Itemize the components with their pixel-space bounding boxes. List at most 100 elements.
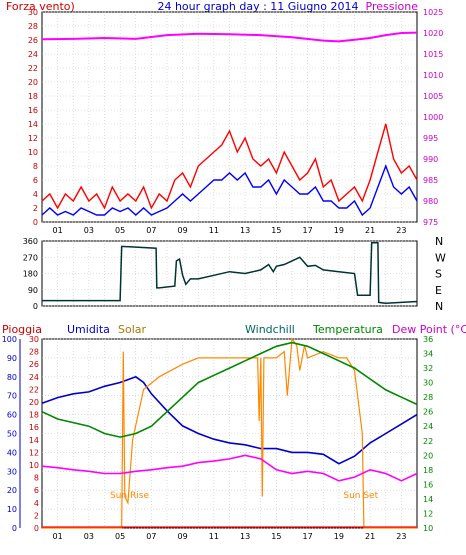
wind-tick-label: 30 bbox=[28, 8, 38, 17]
humidity-tick-label: 10 bbox=[7, 505, 17, 514]
temperature-tick-label: 14 bbox=[423, 495, 433, 504]
x-tick-label: 01 bbox=[53, 226, 63, 235]
rain-tick-label: 24 bbox=[29, 373, 39, 382]
humidity-tick-label: 50 bbox=[7, 430, 17, 439]
direction-tick-label: 0 bbox=[33, 302, 38, 311]
pressure-tick-label: 995 bbox=[423, 134, 438, 143]
wind-tick-label: 20 bbox=[28, 78, 38, 87]
temperature-tick-label: 34 bbox=[423, 350, 433, 359]
rain-label: Pioggia bbox=[2, 323, 42, 336]
x-tick-label: 11 bbox=[209, 226, 219, 235]
temperature-tick-label: 16 bbox=[423, 480, 433, 489]
grid bbox=[42, 11, 417, 529]
temperature-tick-label: 28 bbox=[423, 393, 433, 402]
x-tick-label: 17 bbox=[303, 226, 313, 235]
x-tick-label: 03 bbox=[84, 226, 94, 235]
temperature-tick-label: 32 bbox=[423, 364, 433, 373]
wind-tick-label: 26 bbox=[28, 36, 38, 45]
pressure-tick-label: 990 bbox=[423, 155, 438, 164]
x-tick-label: 21 bbox=[365, 532, 375, 541]
x-tick-label: 15 bbox=[271, 226, 281, 235]
x-tick-label: 01 bbox=[53, 532, 63, 541]
direction-tick-label: 270 bbox=[23, 253, 38, 262]
annotations: Sun Rise Sun Set bbox=[110, 491, 379, 501]
pressure-tick-label: 1005 bbox=[423, 92, 443, 101]
rain-tick-label: 0 bbox=[34, 524, 39, 533]
temperature-tick-label: 20 bbox=[423, 451, 433, 460]
dewpoint-label: Dew Point (°C) bbox=[392, 323, 466, 336]
direction-tick-label: 180 bbox=[23, 270, 38, 279]
wind-tick-label: 18 bbox=[28, 92, 38, 101]
sunrise-annotation: Sun Rise bbox=[110, 491, 149, 501]
compass-label: E bbox=[435, 284, 442, 297]
rain-tick-label: 26 bbox=[29, 360, 39, 369]
wind-tick-label: 16 bbox=[28, 106, 38, 115]
temperature-tick-label: 24 bbox=[423, 422, 433, 431]
series-line-temperature bbox=[41, 341, 418, 438]
series-line-humidity bbox=[41, 375, 418, 465]
wind-tick-label: 4 bbox=[33, 190, 38, 199]
pressure-tick-label: 1000 bbox=[423, 113, 443, 122]
x-tick-label: 09 bbox=[178, 226, 188, 235]
pressure-tick-label: 975 bbox=[423, 218, 438, 227]
x-tick-label: 11 bbox=[209, 532, 219, 541]
pressure-tick-label: 1020 bbox=[423, 29, 443, 38]
rain-tick-label: 30 bbox=[29, 335, 39, 344]
humidity-tick-label: 100 bbox=[2, 335, 17, 344]
series bbox=[41, 31, 418, 529]
axes: 01 03 05 07 09 11 13 15 17 19 21 23 01 03 05 07 09 11 13 15… bbox=[2, 8, 446, 541]
rain-tick-label: 12 bbox=[29, 448, 39, 457]
pressure-tick-label: 985 bbox=[423, 176, 438, 185]
rain-tick-label: 8 bbox=[34, 474, 39, 483]
temperature-tick-label: 22 bbox=[423, 437, 433, 446]
temperature-label: Temperatura bbox=[312, 323, 383, 336]
rain-tick-label: 14 bbox=[29, 436, 39, 445]
rain-tick-label: 4 bbox=[34, 499, 39, 508]
wind-tick-label: 28 bbox=[28, 22, 38, 31]
pressure-tick-label: 1010 bbox=[423, 71, 443, 80]
temperature-tick-label: 30 bbox=[423, 379, 433, 388]
wind-tick-label: 6 bbox=[33, 176, 38, 185]
x-tick-label: 09 bbox=[178, 532, 188, 541]
humidity-tick-label: 40 bbox=[7, 448, 17, 457]
series-line-direction bbox=[42, 242, 418, 305]
chart-title: 24 hour graph day : 11 Giugno 2014 bbox=[157, 0, 358, 13]
x-tick-label: 13 bbox=[240, 226, 250, 235]
x-tick-label: 07 bbox=[146, 226, 156, 235]
wind-tick-label: 14 bbox=[28, 120, 38, 129]
temperature-tick-label: 36 bbox=[423, 335, 433, 344]
wind-tick-label: 10 bbox=[28, 148, 38, 157]
humidity-tick-label: 60 bbox=[7, 411, 17, 420]
humidity-tick-label: 90 bbox=[7, 354, 17, 363]
temperature-tick-label: 26 bbox=[423, 408, 433, 417]
wind-speed-label: Forza vento) bbox=[6, 0, 75, 13]
x-tick-label: 07 bbox=[146, 532, 156, 541]
x-tick-label: 21 bbox=[365, 226, 375, 235]
rain-tick-label: 22 bbox=[29, 385, 39, 394]
compass-label: N bbox=[435, 235, 443, 248]
wind-tick-label: 12 bbox=[28, 134, 38, 143]
rain-tick-label: 6 bbox=[34, 486, 39, 495]
rain-tick-label: 18 bbox=[29, 411, 39, 420]
humidity-tick-label: 80 bbox=[7, 373, 17, 382]
temperature-tick-label: 12 bbox=[423, 509, 433, 518]
x-tick-label: 19 bbox=[334, 532, 344, 541]
x-tick-label: 17 bbox=[303, 532, 313, 541]
compass-label: W bbox=[435, 251, 446, 264]
wind-tick-label: 22 bbox=[28, 64, 38, 73]
x-tick-label: 23 bbox=[396, 226, 406, 235]
humidity-tick-label: 0 bbox=[12, 524, 17, 533]
series-line-avg bbox=[41, 164, 418, 217]
series-line-dewpoint bbox=[41, 454, 418, 482]
pressure-tick-label: 1015 bbox=[423, 50, 443, 59]
humidity-tick-label: 30 bbox=[7, 467, 17, 476]
x-tick-label: 15 bbox=[271, 532, 281, 541]
humidity-label: Umidita bbox=[67, 323, 110, 336]
humidity-tick-label: 70 bbox=[7, 392, 17, 401]
x-tick-label: 23 bbox=[396, 532, 406, 541]
temperature-tick-label: 18 bbox=[423, 466, 433, 475]
solar-label: Solar bbox=[118, 323, 147, 336]
sunset-annotation: Sun Set bbox=[343, 491, 378, 501]
series-line-gust bbox=[41, 123, 418, 210]
